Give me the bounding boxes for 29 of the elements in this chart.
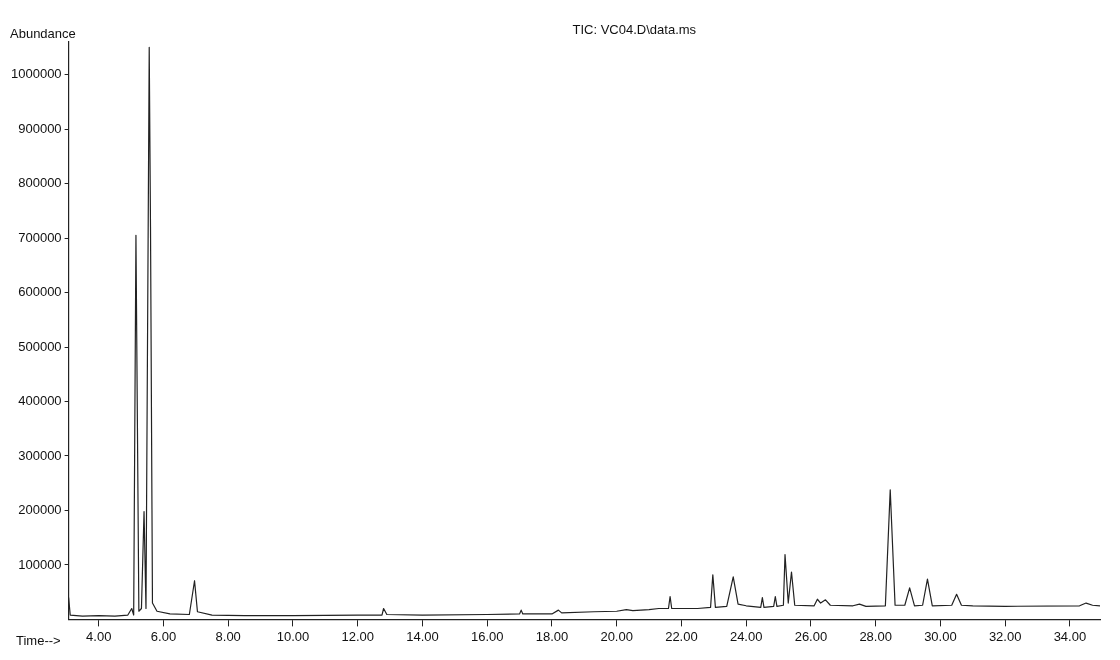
y-tick-label: 600000 <box>18 284 62 300</box>
x-tick-label: 22.00 <box>665 628 698 644</box>
chart-title: TIC: VC04.D\data.ms <box>572 21 697 37</box>
x-tick-label: 10.00 <box>276 628 310 644</box>
y-tick-label: 100000 <box>18 556 62 572</box>
x-tick-label: 4.00 <box>86 628 112 644</box>
x-axis-title: Time--> <box>16 632 61 648</box>
x-tick-label: 20.00 <box>600 628 633 644</box>
y-axis-title: Abundance <box>10 25 76 41</box>
y-tick-label: 900000 <box>18 120 62 136</box>
y-tick-label: 800000 <box>18 175 62 191</box>
x-tick-label: 6.00 <box>150 628 177 644</box>
x-tick-label: 12.00 <box>341 628 374 644</box>
y-tick-label: 300000 <box>18 447 62 463</box>
y-tick-label: 200000 <box>18 502 62 518</box>
y-tick-label: 700000 <box>18 229 62 245</box>
x-tick-label: 34.00 <box>1053 628 1087 644</box>
x-tick-label: 18.00 <box>535 628 569 644</box>
x-tick-label: 24.00 <box>729 628 763 644</box>
x-tick-label: 14.00 <box>406 628 439 644</box>
x-tick-label: 26.00 <box>794 628 828 644</box>
x-tick-label: 30.00 <box>924 628 957 644</box>
x-tick-label: 16.00 <box>470 628 504 644</box>
y-tick-label: 1000000 <box>10 66 62 82</box>
y-tick-label: 400000 <box>18 393 62 409</box>
y-tick-label: 500000 <box>18 338 62 354</box>
x-tick-label: 32.00 <box>988 628 1022 644</box>
x-tick-label: 8.00 <box>215 628 241 644</box>
x-tick-label: 28.00 <box>859 628 892 644</box>
